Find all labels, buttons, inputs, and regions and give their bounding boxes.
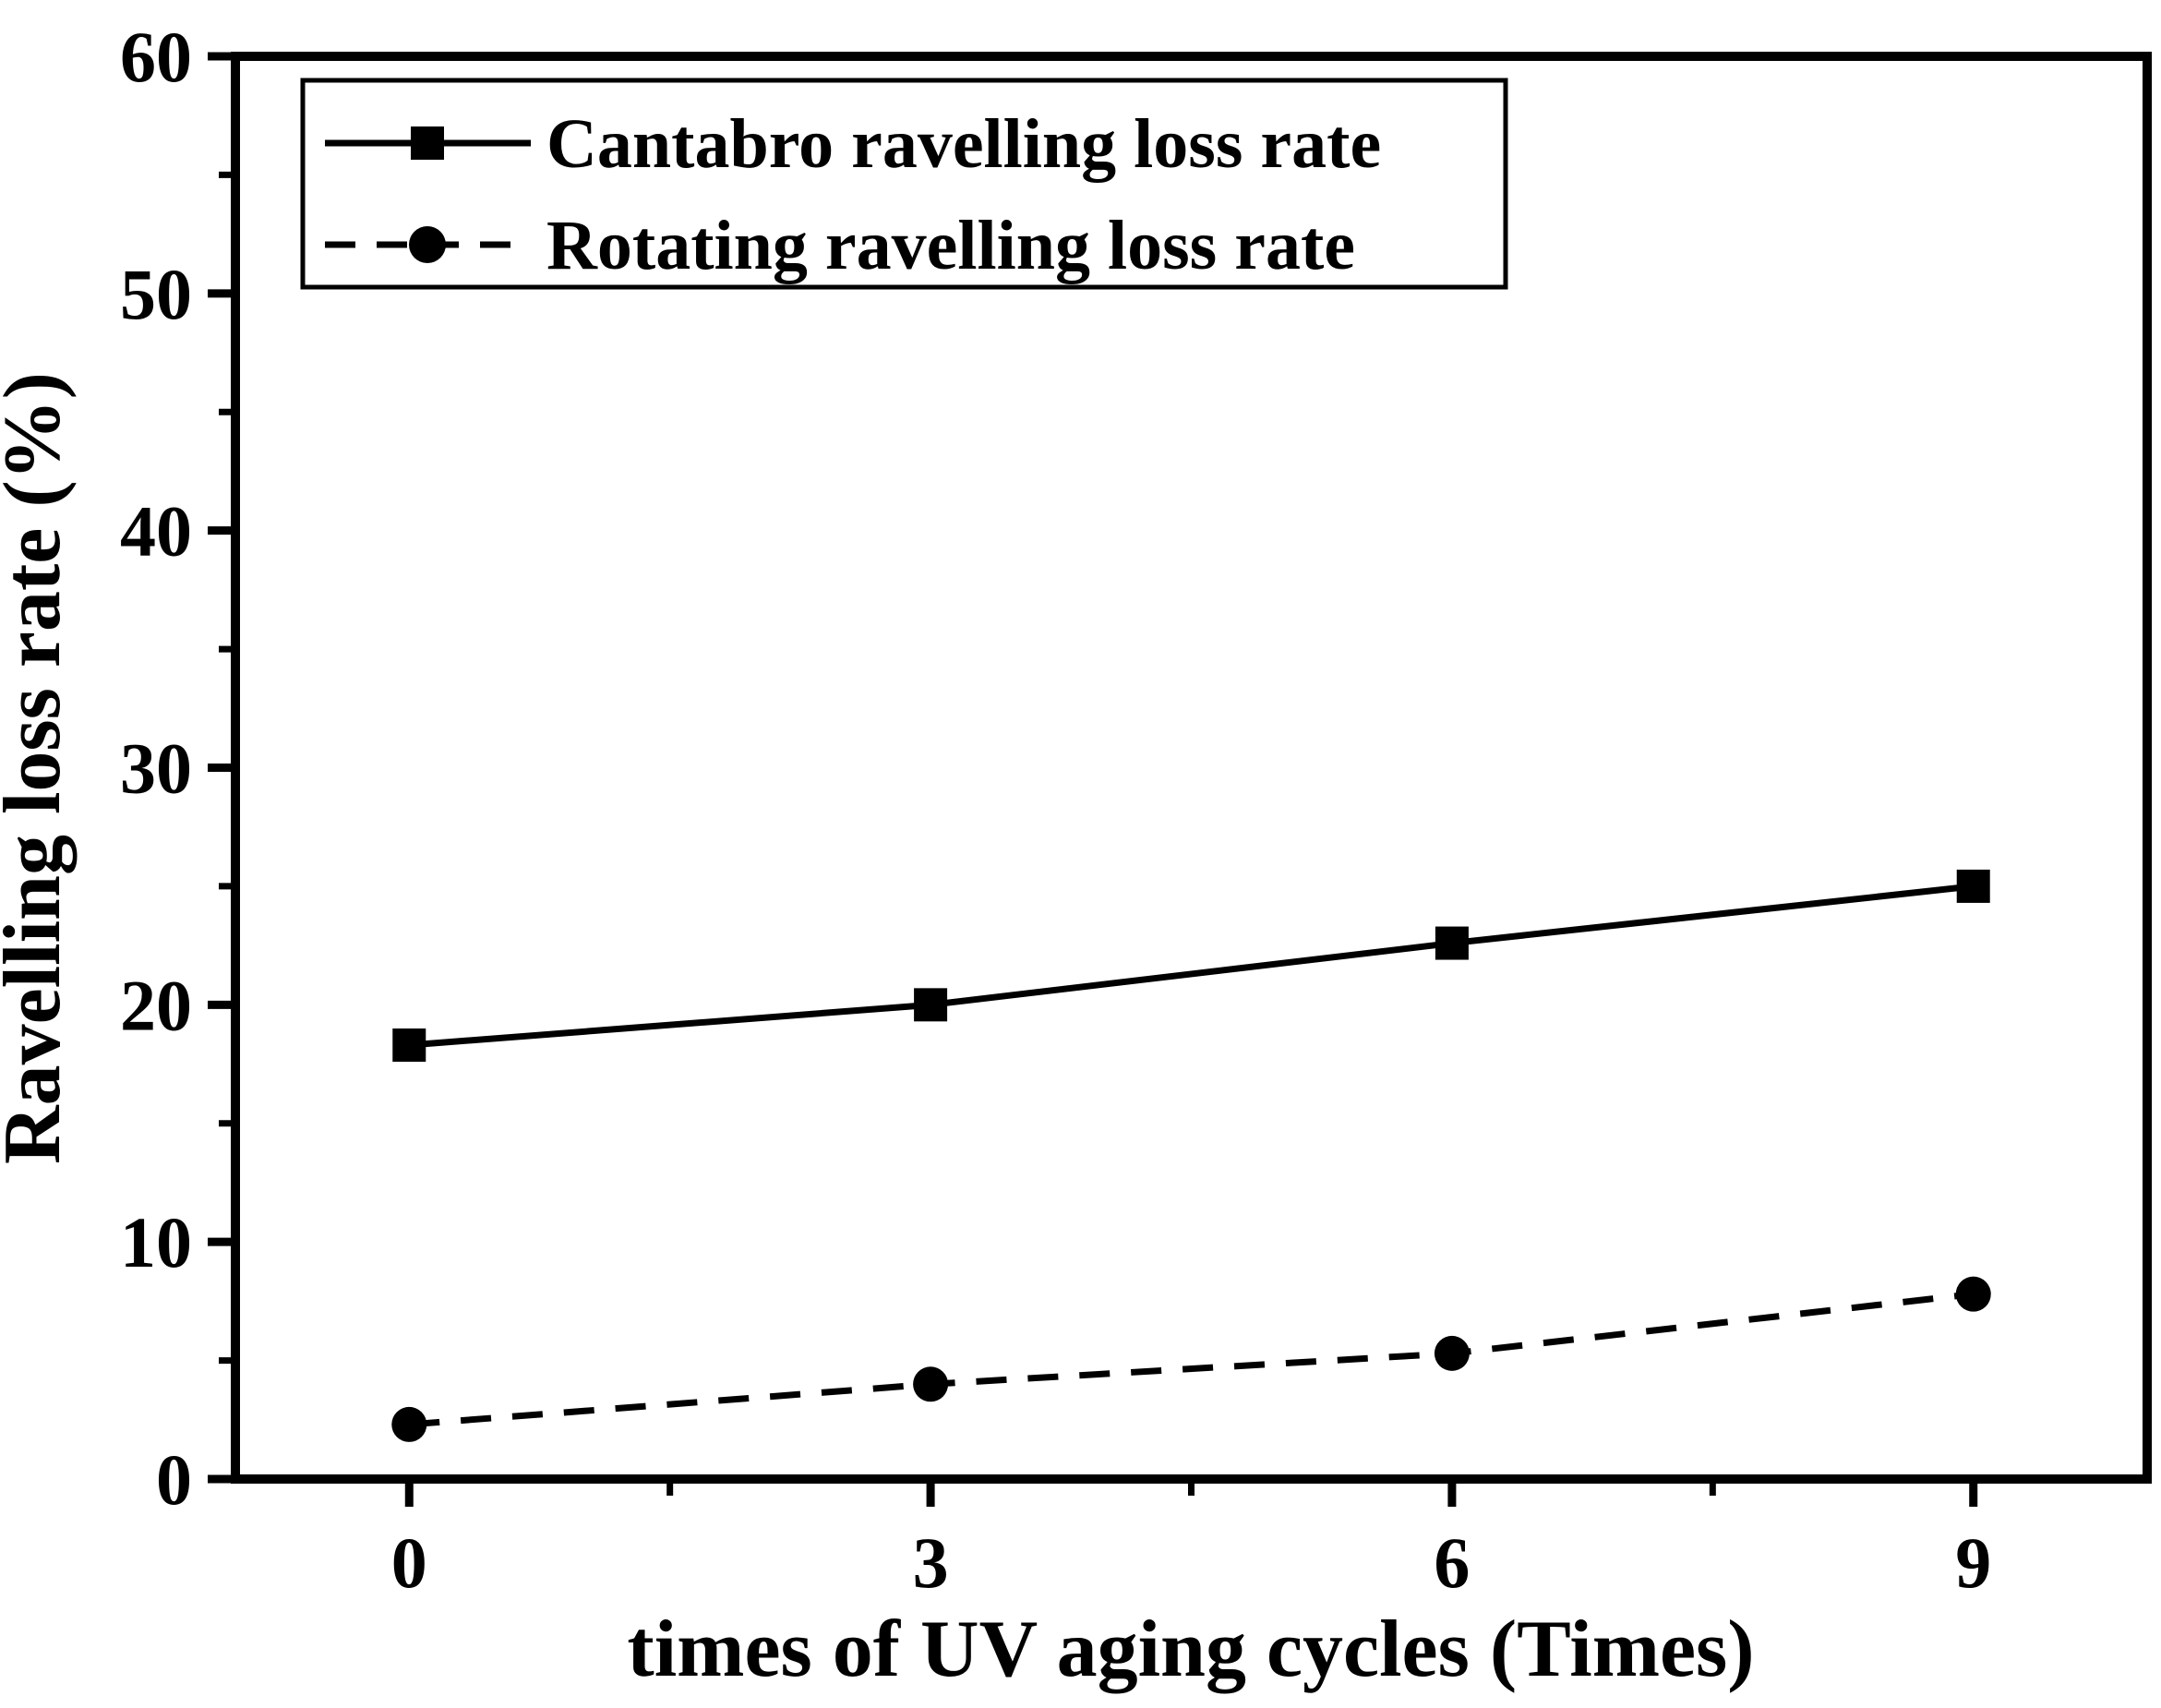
legend-circle-marker-icon [409, 226, 446, 263]
data-point-square [1956, 869, 1990, 903]
y-tick-label: 20 [120, 965, 192, 1045]
data-point-circle [391, 1406, 427, 1442]
y-axis-title: Ravelling loss rate (%) [0, 372, 78, 1164]
plot-frame [231, 52, 2152, 1484]
x-tick-label: 6 [1434, 1522, 1470, 1603]
y-tick-label: 10 [120, 1202, 192, 1282]
data-point-circle [913, 1366, 949, 1402]
y-tick-label: 60 [120, 17, 192, 97]
legend-box [300, 78, 1508, 290]
x-tick-label: 3 [913, 1522, 949, 1603]
data-point-square [1435, 926, 1469, 960]
y-tick-label: 50 [120, 254, 192, 334]
x-tick-label: 0 [391, 1522, 427, 1603]
series-line-rotating [409, 1291, 1975, 1428]
x-axis-title: times of UV aging cycles (Times) [627, 1605, 1754, 1694]
y-tick-label: 0 [156, 1439, 192, 1520]
x-tick-label: 9 [1955, 1522, 1991, 1603]
series-line-cantabro [409, 883, 1975, 1049]
legend-square-marker-icon [411, 126, 444, 160]
y-tick-label: 40 [120, 491, 192, 571]
y-tick-label: 30 [120, 728, 192, 809]
legend-label: Rotating ravelling loss rate [546, 207, 1355, 284]
data-point-square [392, 1028, 426, 1062]
data-point-circle [1955, 1276, 1991, 1312]
data-point-circle [1434, 1335, 1470, 1371]
legend-label: Cantabro ravelling loss rate [546, 105, 1381, 183]
data-point-square [914, 988, 948, 1022]
